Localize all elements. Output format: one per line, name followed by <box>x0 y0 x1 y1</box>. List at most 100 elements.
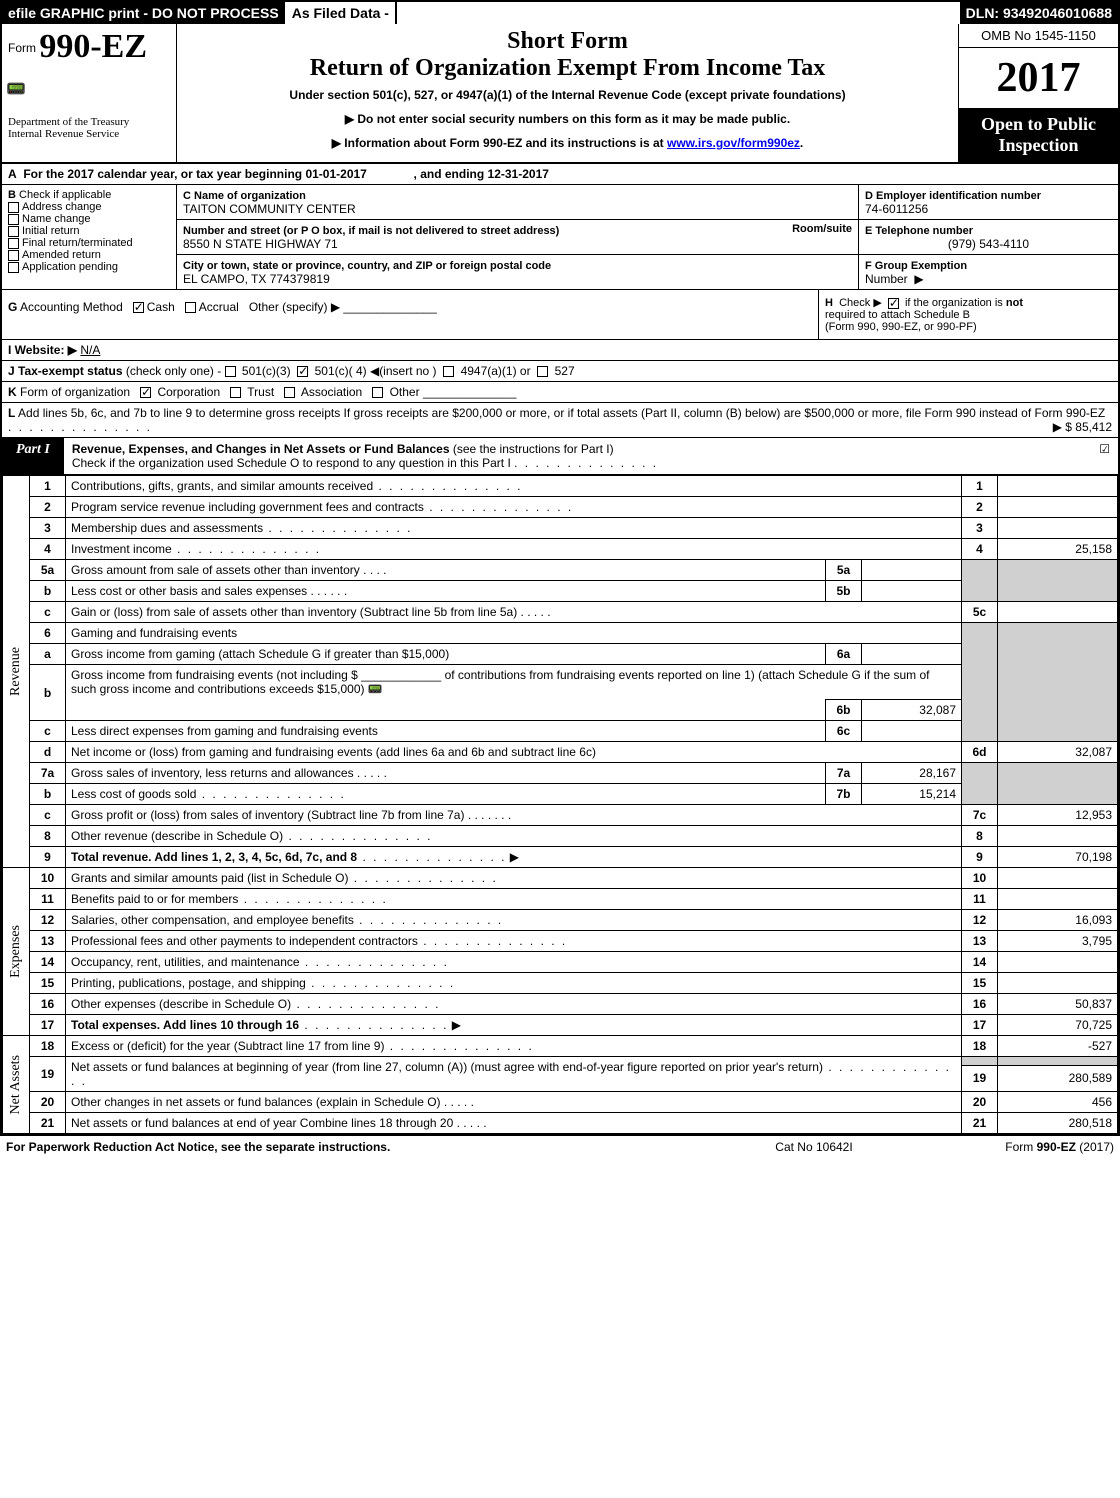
h-text2: if the organization is <box>905 297 1003 309</box>
header-middle: Short Form Return of Organization Exempt… <box>177 24 958 162</box>
h-text4: (Form 990, 990-EZ, or 990-PF) <box>825 321 977 333</box>
chk-other-org[interactable] <box>372 387 383 398</box>
a-text: For the 2017 calendar year, or tax year … <box>23 167 367 181</box>
city-state-zip: EL CAMPO, TX 774379819 <box>183 272 330 286</box>
header-left: Form 990-EZ 📟 Department of the Treasury… <box>2 24 177 162</box>
j-label: J Tax-exempt status <box>8 364 123 378</box>
chk-4947[interactable] <box>443 366 454 377</box>
line-1-box: 1 <box>962 476 998 497</box>
chk-501c4[interactable] <box>297 366 308 377</box>
line-17-val: 70,725 <box>998 1015 1118 1036</box>
chk-h[interactable] <box>888 298 899 309</box>
form-prefix: Form <box>8 41 36 55</box>
j-text: (check only one) - <box>126 364 221 378</box>
line-19-box: 19 <box>962 1065 998 1091</box>
line-9-no: 9 <box>30 847 66 868</box>
line-7a-subval: 28,167 <box>862 763 962 784</box>
part-i-tab: Part I <box>2 438 64 474</box>
line-21-desc: Net assets or fund balances at end of ye… <box>66 1113 962 1134</box>
info-block: B Check if applicable Address change Nam… <box>2 185 1118 290</box>
open-pub-1: Open to Public <box>963 114 1114 135</box>
gray-19v <box>998 1057 1118 1066</box>
line-18-no: 18 <box>30 1036 66 1057</box>
chk-501c3[interactable] <box>225 366 236 377</box>
gray-19 <box>962 1057 998 1066</box>
line-11-no: 11 <box>30 889 66 910</box>
line-3-desc: Membership dues and assessments <box>66 518 962 539</box>
line-7b-subval: 15,214 <box>862 784 962 805</box>
chk-amended-return[interactable]: Amended return <box>8 249 170 261</box>
chk-cash[interactable] <box>133 302 144 313</box>
irs-link[interactable]: www.irs.gov/form990ez <box>667 136 800 150</box>
line-3-val <box>998 518 1118 539</box>
header-right: OMB No 1545-1150 2017 Open to Public Ins… <box>958 24 1118 162</box>
line-6b-subbox: 6b <box>826 700 862 721</box>
part-i-check[interactable]: ☑ <box>1088 438 1118 474</box>
expenses-vlabel: Expenses <box>3 868 30 1036</box>
line-9-desc: Total revenue. Add lines 1, 2, 3, 4, 5c,… <box>66 847 962 868</box>
chk-address-change[interactable]: Address change <box>8 201 170 213</box>
line-8-box: 8 <box>962 826 998 847</box>
b-check-if: Check if applicable <box>19 189 111 201</box>
line-2-no: 2 <box>30 497 66 518</box>
line-9-box: 9 <box>962 847 998 868</box>
dept-treasury: Department of the Treasury <box>8 116 170 128</box>
chk-name-change[interactable]: Name change <box>8 213 170 225</box>
line-12-desc: Salaries, other compensation, and employ… <box>66 910 962 931</box>
street-address: 8550 N STATE HIGHWAY 71 <box>183 237 338 251</box>
room-label: Room/suite <box>792 223 852 235</box>
g-text: Accounting Method <box>20 300 123 314</box>
line-14-desc: Occupancy, rent, utilities, and maintena… <box>66 952 962 973</box>
line-20-val: 456 <box>998 1092 1118 1113</box>
line-1-desc: Contributions, gifts, grants, and simila… <box>66 476 962 497</box>
c-label: C <box>183 190 191 202</box>
row-k: K Form of organization Corporation Trust… <box>2 382 1118 403</box>
tax-year: 2017 <box>959 48 1118 108</box>
chk-corp[interactable] <box>140 387 151 398</box>
chk-trust[interactable] <box>230 387 241 398</box>
h-section: H Check ▶ if the organization is not req… <box>818 290 1118 339</box>
g-label: G <box>8 300 17 314</box>
line-12-no: 12 <box>30 910 66 931</box>
line-18-val: -527 <box>998 1036 1118 1057</box>
line-7c-no: c <box>30 805 66 826</box>
line-21-val: 280,518 <box>998 1113 1118 1134</box>
line-7c-desc: Gross profit or (loss) from sales of inv… <box>66 805 962 826</box>
chk-initial-return[interactable]: Initial return <box>8 225 170 237</box>
chk-accrual[interactable] <box>185 302 196 313</box>
h-not: not <box>1006 297 1023 309</box>
line-14-val <box>998 952 1118 973</box>
dept-irs: Internal Revenue Service <box>8 128 170 140</box>
other-label: Other (specify) ▶ <box>249 300 340 314</box>
chk-assoc[interactable] <box>284 387 295 398</box>
website: N/A <box>80 343 100 357</box>
l-text: Add lines 5b, 6c, and 7b to line 9 to de… <box>18 406 1105 420</box>
line-16-desc: Other expenses (describe in Schedule O) <box>66 994 962 1015</box>
line-6a-no: a <box>30 644 66 665</box>
line-6b-subval: 32,087 <box>862 700 962 721</box>
line-7b-desc: Less cost of goods sold <box>66 784 826 805</box>
line-6c-desc: Less direct expenses from gaming and fun… <box>66 721 826 742</box>
line-6b-no: b <box>30 665 66 721</box>
line-6d-no: d <box>30 742 66 763</box>
line-13-val: 3,795 <box>998 931 1118 952</box>
gray-6v <box>998 623 1118 742</box>
line-5a-no: 5a <box>30 560 66 581</box>
chk-527[interactable] <box>537 366 548 377</box>
line-5a-subbox: 5a <box>826 560 862 581</box>
c-name-cell: C Name of organization TAITON COMMUNITY … <box>177 185 858 220</box>
arrow2-pre: Information about Form 990-EZ and its in… <box>344 136 667 150</box>
arrow-line-1: ▶ Do not enter social security numbers o… <box>185 112 950 126</box>
line-15-val <box>998 973 1118 994</box>
section-c: C Name of organization TAITON COMMUNITY … <box>177 185 858 289</box>
e-label: E Telephone number <box>865 225 973 237</box>
topbar-spacer <box>397 2 960 24</box>
k-text: Form of organization <box>20 385 130 399</box>
row-gh: G Accounting Method Cash Accrual Other (… <box>2 290 1118 340</box>
gray-6 <box>962 623 998 742</box>
line-17-no: 17 <box>30 1015 66 1036</box>
line-11-desc: Benefits paid to or for members <box>66 889 962 910</box>
line-7b-no: b <box>30 784 66 805</box>
chk-final-return[interactable]: Final return/terminated <box>8 237 170 249</box>
chk-application-pending[interactable]: Application pending <box>8 261 170 273</box>
